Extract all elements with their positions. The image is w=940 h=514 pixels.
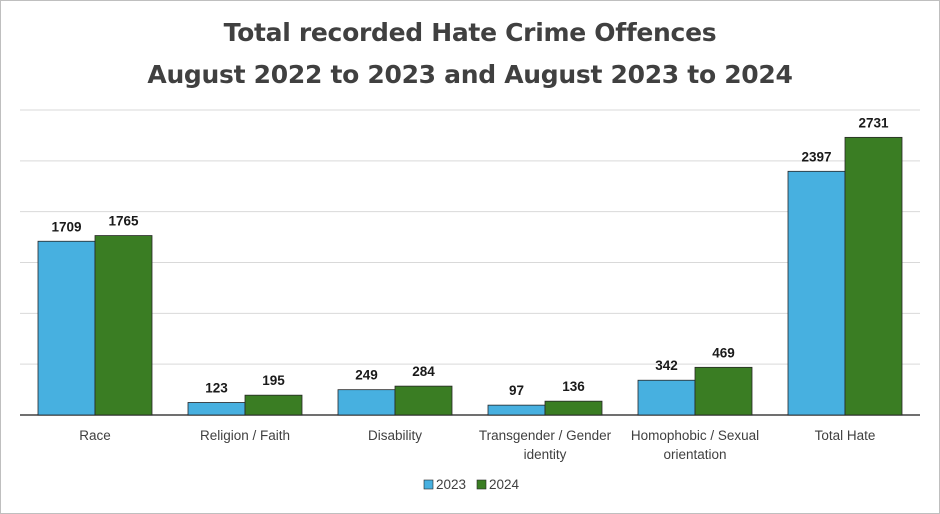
bar-2024 [394,385,453,416]
category-label: Transgender / Gender [479,428,612,443]
bar-2023 [37,240,96,416]
category-label: Race [79,428,111,443]
data-label: 284 [412,364,435,379]
legend-label: 2023 [436,477,466,492]
data-label: 2731 [858,115,889,130]
chart-subtitle: August 2022 to 2023 and August 2023 to 2… [147,60,793,89]
legend-label: 2024 [489,477,520,492]
data-label: 249 [355,368,378,383]
data-label: 2397 [801,149,831,164]
data-label: 136 [562,379,585,394]
bar-2023 [337,389,396,416]
legend-swatch-2023 [423,479,434,490]
bar-2023 [637,379,696,416]
bar-2023 [487,404,546,416]
bar-2023 [187,402,246,416]
data-label: 97 [509,383,524,398]
category-label: identity [524,447,567,462]
data-label: 1709 [51,219,81,234]
chart-title: Total recorded Hate Crime Offences [223,18,717,47]
bar-2023 [787,170,846,416]
bar-2024 [544,400,603,416]
bar-2024 [694,366,753,416]
bar-2024 [94,235,153,416]
data-label: 469 [712,345,735,360]
data-label: 123 [205,380,228,395]
category-label: Disability [368,428,422,443]
category-label: orientation [663,447,726,462]
bar-2024 [244,394,303,416]
bar-2024 [844,136,903,416]
category-label: Homophobic / Sexual [631,428,759,443]
legend-swatch-2024 [476,479,487,490]
category-label: Total Hate [815,428,876,443]
category-label: Religion / Faith [200,428,290,443]
data-label: 195 [262,373,285,388]
data-label: 1765 [108,214,139,229]
data-label: 342 [655,358,678,373]
